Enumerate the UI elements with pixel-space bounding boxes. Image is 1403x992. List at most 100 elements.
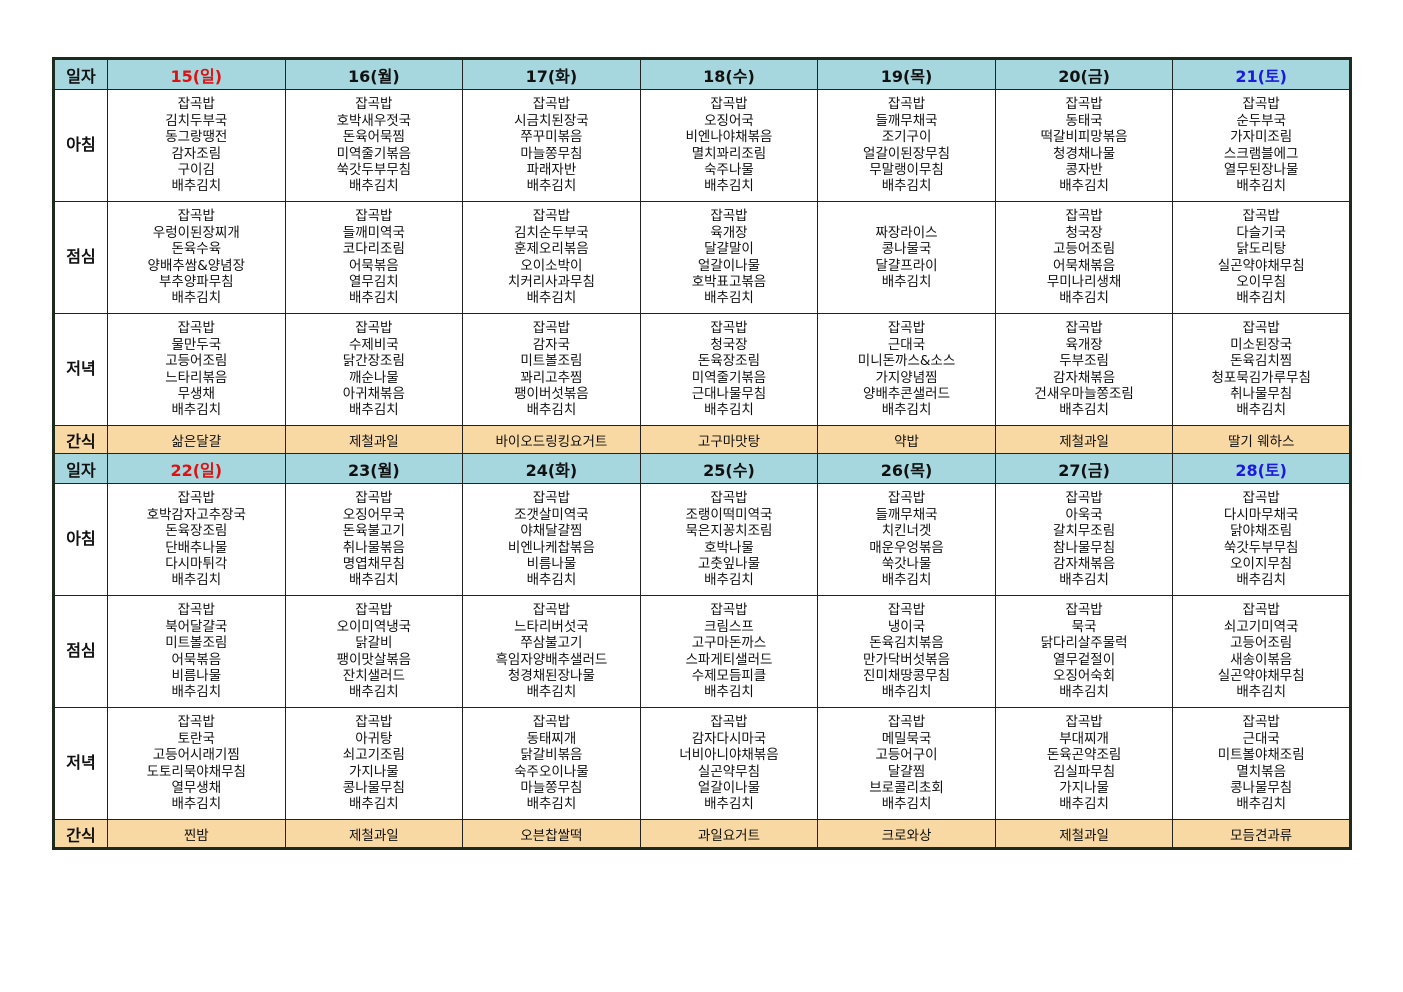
menu-item: 호박감자고추장국 bbox=[146, 506, 246, 523]
menu-item: 잡곡밥 bbox=[1242, 208, 1280, 225]
menu-item: 잡곡밥 bbox=[887, 320, 926, 337]
dinner-cell: 잡곡밥 미소된장국 돈육김치찜 청포묵김가루무침 취나물무침 배추김치 bbox=[1172, 313, 1351, 426]
menu-item: 닭간장조림 bbox=[342, 353, 405, 370]
day-header: 21(토) bbox=[1172, 58, 1351, 90]
menu-item: 미니돈까스&소스 bbox=[857, 353, 956, 370]
dinner-cell: 잡곡밥 물만두국 고등어조림 느타리볶음 무생채 배추김치 bbox=[107, 313, 286, 426]
menu-item: 닭야채조림 bbox=[1230, 523, 1293, 540]
menu-item: 고등어시래기찜 bbox=[152, 747, 240, 764]
dinner-cell: 잡곡밥 부대찌개 돈육곤약조림 김실파무침 가지나물 배추김치 bbox=[994, 707, 1174, 820]
menu-item: 취나물무침 bbox=[1230, 385, 1293, 402]
menu-item: 팽이맛살볶음 bbox=[336, 651, 412, 668]
menu-item: 쑥갓두부무침 bbox=[1223, 539, 1299, 556]
menu-item: 오징어무국 bbox=[342, 506, 405, 523]
lunch-cell: 잡곡밥 냉이국 돈육김치볶음 만가닥버섯볶음 진미채땅콩무침 배추김치 bbox=[817, 595, 996, 708]
menu-item: 느타리볶음 bbox=[165, 369, 228, 386]
dinner-cell: 잡곡밥 동태찌개 닭갈비볶음 숙주오이나물 마늘쫑무침 배추김치 bbox=[462, 707, 641, 820]
day-header: 24(화) bbox=[462, 453, 641, 484]
menu-item: 잡곡밥 bbox=[355, 602, 393, 619]
snack-row: 간식 찐밤 제철과일 오븐찹쌀떡 과일요거트 크로와상 제철과일 모듬견과류 bbox=[53, 819, 1351, 849]
lunch-cell: 잡곡밥 다슬기국 닭도리탕 실곤약야채무침 오이무침 배추김치 bbox=[1172, 201, 1351, 314]
snack-cell: 크로와상 bbox=[817, 819, 996, 849]
dinner-cell: 잡곡밥 감자다시마국 너비아니야채볶음 실곤약무침 얼갈이나물 배추김치 bbox=[639, 707, 819, 820]
menu-item: 잡곡밥 bbox=[532, 96, 571, 113]
menu-item: 달걀말이 bbox=[704, 241, 754, 258]
menu-item: 배추김치 bbox=[526, 290, 577, 307]
menu-item: 잔치샐러드 bbox=[342, 667, 405, 684]
menu-item: 배추김치 bbox=[1059, 572, 1109, 589]
menu-item: 감자채볶음 bbox=[1053, 555, 1116, 572]
menu-item: 우렁이된장찌개 bbox=[152, 224, 240, 241]
menu-item: 잡곡밥 bbox=[355, 208, 393, 225]
menu-item: 배추김치 bbox=[526, 178, 577, 195]
menu-item: 잡곡밥 bbox=[177, 96, 215, 113]
menu-item: 잡곡밥 bbox=[1065, 96, 1103, 113]
menu-item: 가지양념찜 bbox=[875, 369, 938, 386]
day-header: 23(월) bbox=[284, 453, 464, 484]
breakfast-cell: 잡곡밥 다시마무채국 닭야채조림 쑥갓두부무침 오이지무침 배추김치 bbox=[1172, 483, 1351, 596]
menu-item: 배추김치 bbox=[1236, 684, 1287, 701]
menu-item: 잡곡밥 bbox=[887, 714, 926, 731]
snack-label: 간식 bbox=[53, 819, 108, 849]
breakfast-row: 아침 잡곡밥 김치두부국 동그랑땡전 감자조림 구이김 배추김치 잡곡밥 호박새우젓국 돈육어묵찜… bbox=[53, 89, 1351, 202]
menu-item: 잡곡밥 bbox=[1065, 320, 1103, 337]
menu-item: 잡곡밥 bbox=[710, 602, 748, 619]
menu-item: 비름나물 bbox=[526, 555, 577, 572]
menu-item: 잡곡밥 bbox=[177, 602, 215, 619]
day-header: 19(목) bbox=[817, 58, 996, 90]
menu-item: 얼갈이된장무침 bbox=[863, 145, 950, 162]
menu-item: 수제비국 bbox=[349, 336, 399, 353]
menu-item: 물만두국 bbox=[171, 336, 222, 353]
menu-item: 잡곡밥 bbox=[1242, 96, 1280, 113]
menu-item: 배추김치 bbox=[704, 684, 754, 701]
menu-item: 비름나물 bbox=[171, 667, 222, 684]
menu-item: 달걀프라이 bbox=[875, 257, 938, 274]
menu-item: 배추김치 bbox=[349, 402, 399, 419]
breakfast-cell: 잡곡밥 조갯살미역국 야채달걀찜 비엔나케찹볶음 비름나물 배추김치 bbox=[462, 483, 641, 596]
menu-item: 스파게티샐러드 bbox=[685, 651, 773, 668]
menu-item: 쭈삼불고기 bbox=[520, 635, 583, 652]
menu-item: 감자채볶음 bbox=[1053, 369, 1116, 386]
menu-item: 고춧잎나물 bbox=[697, 555, 761, 572]
lunch-cell: 잡곡밥 크림스프 고구마돈까스 스파게티샐러드 수제모듬피클 배추김치 bbox=[639, 595, 819, 708]
menu-item: 배추김치 bbox=[526, 402, 577, 419]
menu-item: 콩나물무침 bbox=[1230, 779, 1293, 796]
day-header: 26(목) bbox=[817, 453, 996, 484]
menu-item: 잡곡밥 bbox=[177, 490, 215, 507]
dinner-label: 저녁 bbox=[53, 313, 108, 426]
breakfast-cell: 잡곡밥 오징어무국 돈육불고기 취나물볶음 명엽채무침 배추김치 bbox=[284, 483, 464, 596]
menu-item: 배추김치 bbox=[171, 402, 222, 419]
menu-item: 아욱국 bbox=[1065, 506, 1103, 523]
menu-item: 냉이국 bbox=[887, 618, 926, 635]
menu-item: 육개장 bbox=[710, 224, 748, 241]
menu-item: 잡곡밥 bbox=[1242, 602, 1280, 619]
menu-item: 배추김치 bbox=[349, 572, 399, 589]
dinner-cell: 잡곡밥 육개장 두부조림 감자채볶음 건새우마늘쫑조림 배추김치 bbox=[994, 313, 1174, 426]
menu-item: 배추김치 bbox=[349, 290, 399, 307]
menu-item: 고구마돈까스 bbox=[691, 635, 767, 652]
menu-item: 브로콜리초회 bbox=[869, 779, 944, 796]
lunch-cell: 잡곡밥 우렁이된장찌개 돈육수육 양배추쌈&양념장 부추양파무침 배추김치 bbox=[107, 201, 286, 314]
lunch-cell: 잡곡밥 들깨미역국 코다리조림 어묵볶음 열무김치 배추김치 bbox=[284, 201, 464, 314]
dinner-row: 저녁 잡곡밥 토란국 고등어시래기찜 도토리묵야채무침 열무생채 배추김치 잡곡밥 아귀탕 쇠고기… bbox=[53, 707, 1351, 820]
snack-cell: 약밥 bbox=[817, 425, 996, 454]
menu-item: 배추김치 bbox=[881, 273, 932, 290]
menu-item: 가지나물 bbox=[349, 763, 399, 780]
breakfast-label: 아침 bbox=[53, 483, 108, 596]
menu-item: 미역줄기볶음 bbox=[336, 145, 412, 162]
menu-item: 배추김치 bbox=[881, 402, 932, 419]
menu-item: 잡곡밥 bbox=[532, 320, 571, 337]
menu-item: 고등어조림 bbox=[1053, 241, 1116, 258]
menu-item: 다시마튀각 bbox=[165, 555, 228, 572]
menu-item: 다슬기국 bbox=[1236, 224, 1287, 241]
menu-item: 야채달걀찜 bbox=[520, 523, 583, 540]
menu-item: 무생채 bbox=[177, 385, 215, 402]
menu-item: 얼갈이나물 bbox=[697, 257, 761, 274]
menu-item: 돈육불고기 bbox=[342, 523, 405, 540]
menu-item: 배추김치 bbox=[881, 572, 932, 589]
menu-item: 고등어조림 bbox=[165, 353, 228, 370]
menu-item: 배추김치 bbox=[704, 796, 754, 813]
menu-item: 쭈꾸미볶음 bbox=[520, 129, 583, 146]
menu-item: 잡곡밥 bbox=[1065, 714, 1103, 731]
menu-item: 멸치꽈리조림 bbox=[691, 145, 767, 162]
